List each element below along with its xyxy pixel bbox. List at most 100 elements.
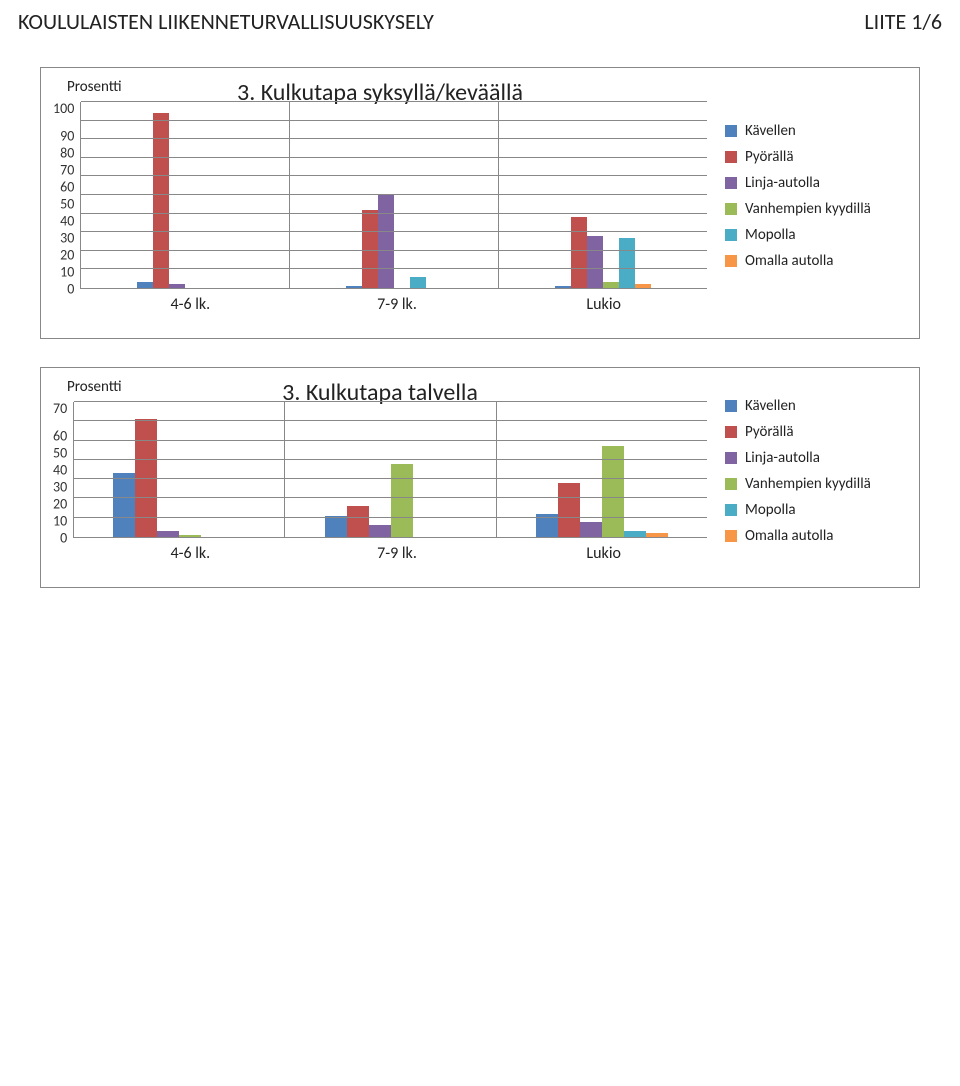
bar-pyoralla — [558, 483, 580, 537]
chart-1: Prosentti 3. Kulkutapa syksyllä/keväällä… — [40, 67, 920, 339]
bar-vanhempien — [179, 535, 201, 537]
legend-swatch — [725, 203, 737, 215]
y-tick: 80 — [60, 145, 74, 162]
chart2-y-axis: 706050403020100 — [53, 402, 73, 538]
y-tick: 10 — [60, 264, 74, 281]
y-tick: 70 — [60, 162, 74, 179]
chart-2: Prosentti 3. Kulkutapa talvella 70605040… — [40, 367, 920, 588]
bar-linja — [587, 236, 603, 288]
bar-kavellen — [113, 473, 135, 537]
grid-line — [74, 478, 707, 479]
bar-kavellen — [346, 286, 362, 288]
legend-item-vanhempien: Vanhempien kyydillä — [725, 200, 907, 218]
legend-label: Pyörällä — [745, 148, 794, 166]
legend-label: Vanhempien kyydillä — [745, 200, 871, 218]
grid-line — [81, 231, 707, 232]
legend-label: Linja-autolla — [745, 174, 820, 192]
grid-line — [81, 213, 707, 214]
bar-pyoralla — [347, 506, 369, 537]
bar-pyoralla — [153, 113, 169, 288]
y-tick: 0 — [60, 530, 67, 547]
x-label: 7-9 lk. — [294, 538, 501, 563]
bar-pyoralla — [571, 217, 587, 288]
grid-line — [81, 120, 707, 121]
chart1-x-labels: 4-6 lk.7-9 lk.Lukio — [87, 289, 707, 314]
y-tick: 10 — [53, 513, 67, 530]
legend-swatch — [725, 151, 737, 163]
legend-swatch — [725, 478, 737, 490]
bar-vanhempien — [602, 446, 624, 537]
x-label: 4-6 lk. — [87, 538, 294, 563]
bar-kavellen — [555, 286, 571, 288]
chart2-legend: Kävellen Pyörällä Linja-autolla Vanhempien … — [707, 378, 907, 563]
legend-item-linja: Linja-autolla — [725, 174, 907, 192]
legend-item-kavellen: Kävellen — [725, 397, 907, 415]
legend-label: Mopolla — [745, 501, 796, 519]
x-label: 4-6 lk. — [87, 289, 294, 314]
grid-line — [81, 138, 707, 139]
chart2-plot-area — [73, 402, 707, 538]
x-label: 7-9 lk. — [294, 289, 501, 314]
legend-item-kavellen: Kävellen — [725, 122, 907, 140]
legend-label: Kävellen — [745, 122, 796, 140]
bar-linja — [169, 284, 185, 288]
y-tick: 40 — [53, 462, 67, 479]
y-tick: 40 — [60, 213, 74, 230]
legend-item-pyoralla: Pyörällä — [725, 148, 907, 166]
bar-mopolla — [410, 277, 426, 288]
legend-swatch — [725, 504, 737, 516]
grid-line — [74, 440, 707, 441]
legend-swatch — [725, 452, 737, 464]
grid-line — [81, 101, 707, 102]
bar-linja — [369, 525, 391, 537]
legend-item-omalla: Omalla autolla — [725, 252, 907, 270]
header-left: KOULULAISTEN LIIKENNETURVALLISUUSKYSELY — [18, 8, 434, 35]
bar-group — [81, 102, 290, 288]
legend-label: Vanhempien kyydillä — [745, 475, 871, 493]
legend-item-pyoralla: Pyörällä — [725, 423, 907, 441]
legend-swatch — [725, 530, 737, 542]
grid-line — [74, 459, 707, 460]
bar-kavellen — [137, 282, 153, 288]
legend-label: Linja-autolla — [745, 449, 820, 467]
y-tick: 30 — [53, 479, 67, 496]
y-tick: 20 — [60, 247, 74, 264]
x-label: Lukio — [500, 289, 707, 314]
legend-label: Kävellen — [745, 397, 796, 415]
legend-swatch — [725, 177, 737, 189]
legend-swatch — [725, 229, 737, 241]
header-right: LIITE 1/6 — [864, 8, 942, 35]
legend-swatch — [725, 255, 737, 267]
bar-vanhempien — [603, 282, 619, 288]
bar-omalla — [646, 533, 668, 537]
grid-line — [74, 497, 707, 498]
grid-line — [74, 517, 707, 518]
y-tick: 90 — [60, 128, 74, 145]
grid-line — [81, 250, 707, 251]
y-tick: 70 — [53, 400, 67, 417]
y-tick: 50 — [60, 196, 74, 213]
y-tick: 60 — [60, 179, 74, 196]
legend-item-omalla: Omalla autolla — [725, 527, 907, 545]
bar-omalla — [635, 284, 651, 288]
y-tick: 30 — [60, 230, 74, 247]
legend-swatch — [725, 125, 737, 137]
legend-label: Mopolla — [745, 226, 796, 244]
y-tick: 50 — [53, 445, 67, 462]
bar-group — [499, 102, 707, 288]
grid-line — [81, 157, 707, 158]
grid-line — [81, 175, 707, 176]
bar-linja — [580, 522, 602, 537]
grid-line — [74, 401, 707, 402]
legend-item-mopolla: Mopolla — [725, 501, 907, 519]
legend-item-vanhempien: Vanhempien kyydillä — [725, 475, 907, 493]
chart2-x-labels: 4-6 lk.7-9 lk.Lukio — [87, 538, 707, 563]
legend-label: Omalla autolla — [745, 527, 833, 545]
bar-mopolla — [624, 531, 646, 537]
page-header: KOULULAISTEN LIIKENNETURVALLISUUSKYSELY … — [0, 0, 960, 39]
bar-vanhempien — [391, 464, 413, 537]
chart1-y-axis: 1009080706050403020100 — [53, 102, 80, 289]
legend-item-linja: Linja-autolla — [725, 449, 907, 467]
grid-line — [81, 194, 707, 195]
y-tick: 60 — [53, 428, 67, 445]
